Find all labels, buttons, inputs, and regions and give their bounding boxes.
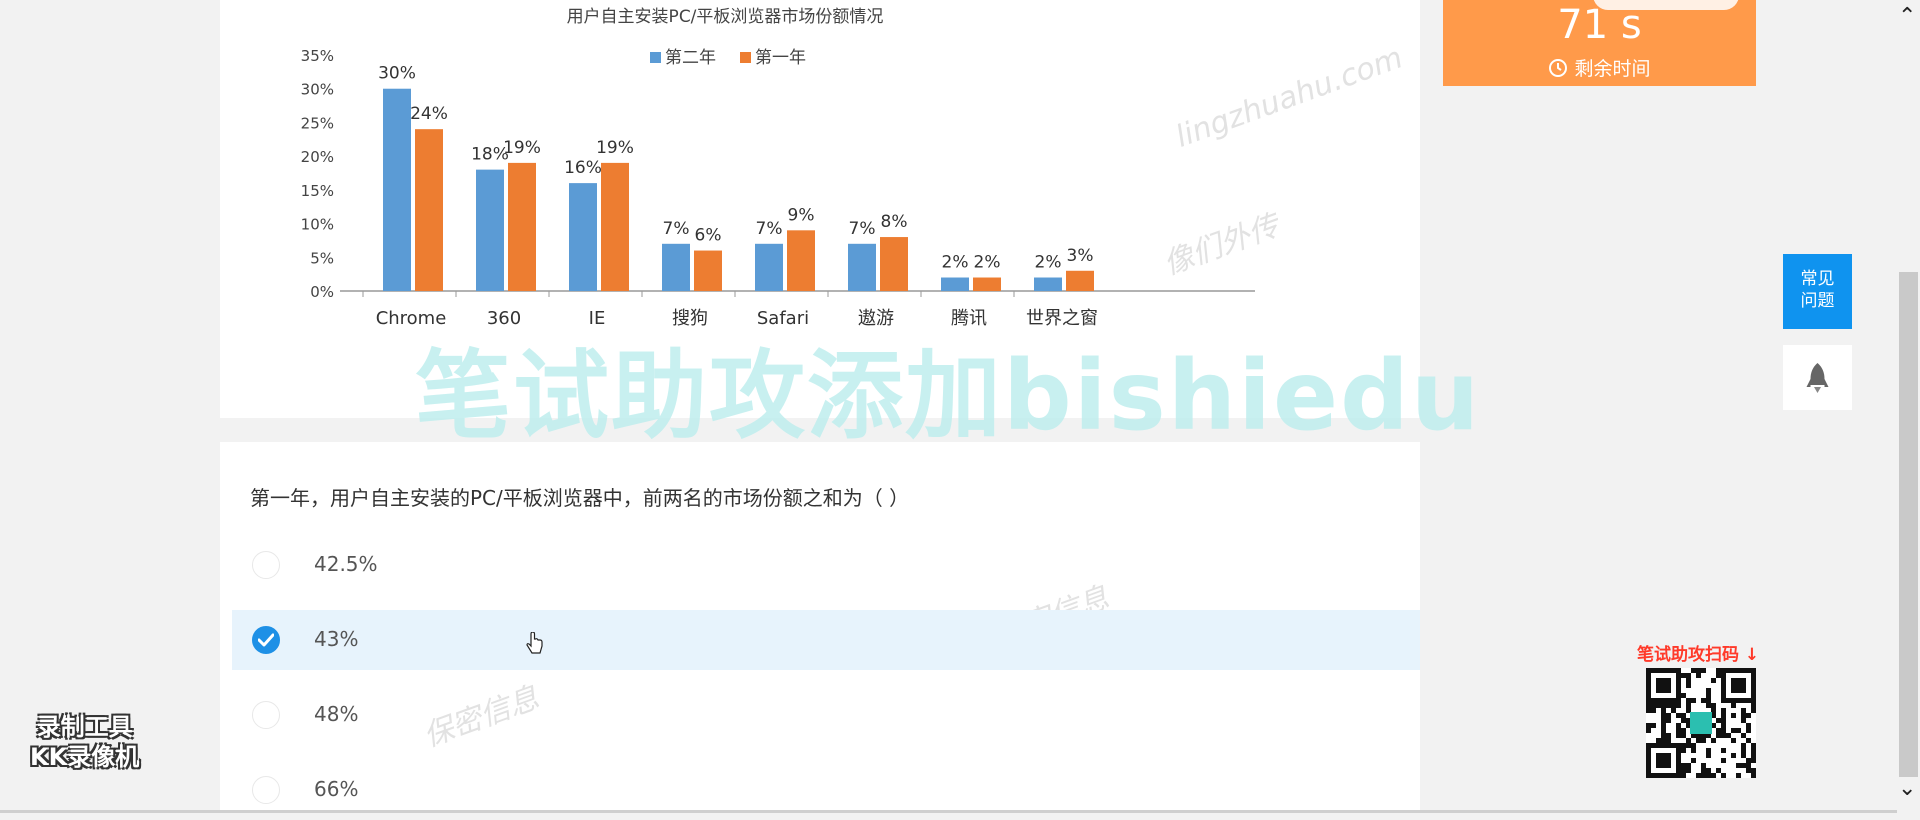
- data-label: 3%: [1067, 246, 1094, 266]
- data-label: 19%: [503, 138, 541, 158]
- check-icon: [258, 633, 274, 647]
- back-to-top-button[interactable]: [1783, 345, 1852, 410]
- y-tick-label: 5%: [310, 249, 334, 267]
- scrollbar-thumb[interactable]: [1899, 272, 1918, 777]
- watermark-text: 笔试助攻添加bishiedu: [415, 340, 1482, 452]
- x-tick-label: IE: [589, 308, 606, 329]
- data-label: 7%: [756, 219, 783, 239]
- y-tick-label: 30%: [301, 81, 334, 99]
- option-b[interactable]: 43%: [232, 610, 1420, 670]
- bar: [973, 277, 1001, 291]
- bar: [787, 230, 815, 291]
- x-tick-label: 360: [487, 308, 521, 329]
- data-label: 19%: [596, 138, 634, 158]
- chart-panel: 用户自主安装PC/平板浏览器市场份额情况第二年 第一年 0% 5% 10% 15% 20% 2…: [220, 0, 1420, 418]
- data-label: 2%: [974, 253, 1001, 273]
- question-text: 第一年，用户自主安装的PC/平板浏览器中，前两名的市场份额之和为（ ）: [250, 486, 910, 510]
- recorder-line1: 录制工具: [36, 713, 133, 741]
- data-label: 6%: [695, 226, 722, 246]
- radio-button[interactable]: [252, 701, 280, 729]
- y-tick-label: 35%: [301, 47, 334, 65]
- radio-button[interactable]: [252, 551, 280, 579]
- data-label: 7%: [663, 219, 690, 239]
- data-label: 7%: [849, 219, 876, 239]
- timer-label: 剩余时间: [1574, 58, 1651, 80]
- y-tick-label: 10%: [301, 216, 334, 234]
- option-label: 42.5%: [314, 552, 378, 576]
- bar: [601, 162, 629, 291]
- bar: [383, 88, 411, 291]
- scroll-up-icon[interactable]: ⌃: [1898, 4, 1917, 29]
- bar: [1066, 270, 1094, 291]
- data-label: 2%: [1035, 253, 1062, 273]
- x-tick-label: 腾讯: [951, 308, 987, 329]
- data-label: 9%: [788, 205, 815, 225]
- bar: [941, 277, 969, 291]
- x-tick-label: 世界之窗: [1026, 308, 1098, 329]
- clock-icon: [1549, 59, 1568, 77]
- data-label: 16%: [564, 158, 602, 178]
- radio-button-checked[interactable]: [252, 626, 280, 654]
- x-tick-label: 遨游: [858, 308, 894, 329]
- option-d[interactable]: 66%: [232, 760, 1420, 820]
- legend-swatch: [650, 52, 661, 63]
- chart-title: 用户自主安装PC/平板浏览器市场份额情况: [567, 7, 884, 27]
- qr-label: 笔试助攻扫码 ↓: [1637, 645, 1760, 665]
- data-label: 2%: [942, 253, 969, 273]
- bar: [1034, 277, 1062, 291]
- option-a[interactable]: 42.5%: [232, 535, 1420, 595]
- x-tick-label: Chrome: [376, 308, 447, 329]
- radio-button[interactable]: [252, 776, 280, 804]
- data-label: 30%: [378, 64, 416, 84]
- bar: [415, 129, 443, 291]
- bar: [694, 250, 722, 291]
- option-label: 43%: [314, 627, 359, 651]
- bar: [476, 169, 504, 291]
- bar: [508, 162, 536, 291]
- timer-label-row: 剩余时间: [1443, 54, 1756, 81]
- option-label: 66%: [314, 777, 359, 801]
- timer-pill: [1593, 0, 1739, 10]
- qr-code: [1646, 668, 1756, 778]
- option-c[interactable]: 48%: [232, 685, 1420, 745]
- recorder-watermark: 录制工具 KK录像机: [30, 712, 139, 772]
- y-tick-label: 15%: [301, 182, 334, 200]
- faq-button[interactable]: 常见问题: [1783, 254, 1852, 329]
- y-tick-label: 0%: [310, 283, 334, 301]
- bar: [755, 243, 783, 291]
- countdown-timer: 71 s 剩余时间: [1443, 0, 1756, 86]
- hand-cursor-icon: [526, 632, 543, 654]
- y-tick-label: 25%: [301, 114, 334, 132]
- rocket-icon: [1806, 363, 1829, 393]
- option-label: 48%: [314, 702, 359, 726]
- recorder-line2: KK录像机: [30, 743, 140, 771]
- question-panel: 保密信息 保密信息 第一年，用户自主安装的PC/平板浏览器中，前两名的市场份额之…: [220, 442, 1420, 813]
- bar: [848, 243, 876, 291]
- x-tick-label: Safari: [757, 308, 809, 329]
- bar: [880, 237, 908, 291]
- legend-label: 第二年: [665, 48, 716, 68]
- faq-label: 常见问题: [1800, 269, 1835, 311]
- bottom-divider: [0, 810, 1897, 813]
- legend-swatch: [740, 52, 751, 63]
- legend-label: 第一年: [755, 48, 806, 68]
- data-label: 18%: [471, 145, 509, 165]
- timer-value: 71 s: [1557, 2, 1642, 48]
- bar: [569, 183, 597, 291]
- y-tick-label: 20%: [301, 148, 334, 166]
- bar: [662, 243, 690, 291]
- data-label: 8%: [881, 212, 908, 232]
- scroll-down-icon[interactable]: ⌄: [1898, 776, 1917, 801]
- x-tick-label: 搜狗: [672, 308, 708, 329]
- data-label: 24%: [410, 104, 448, 124]
